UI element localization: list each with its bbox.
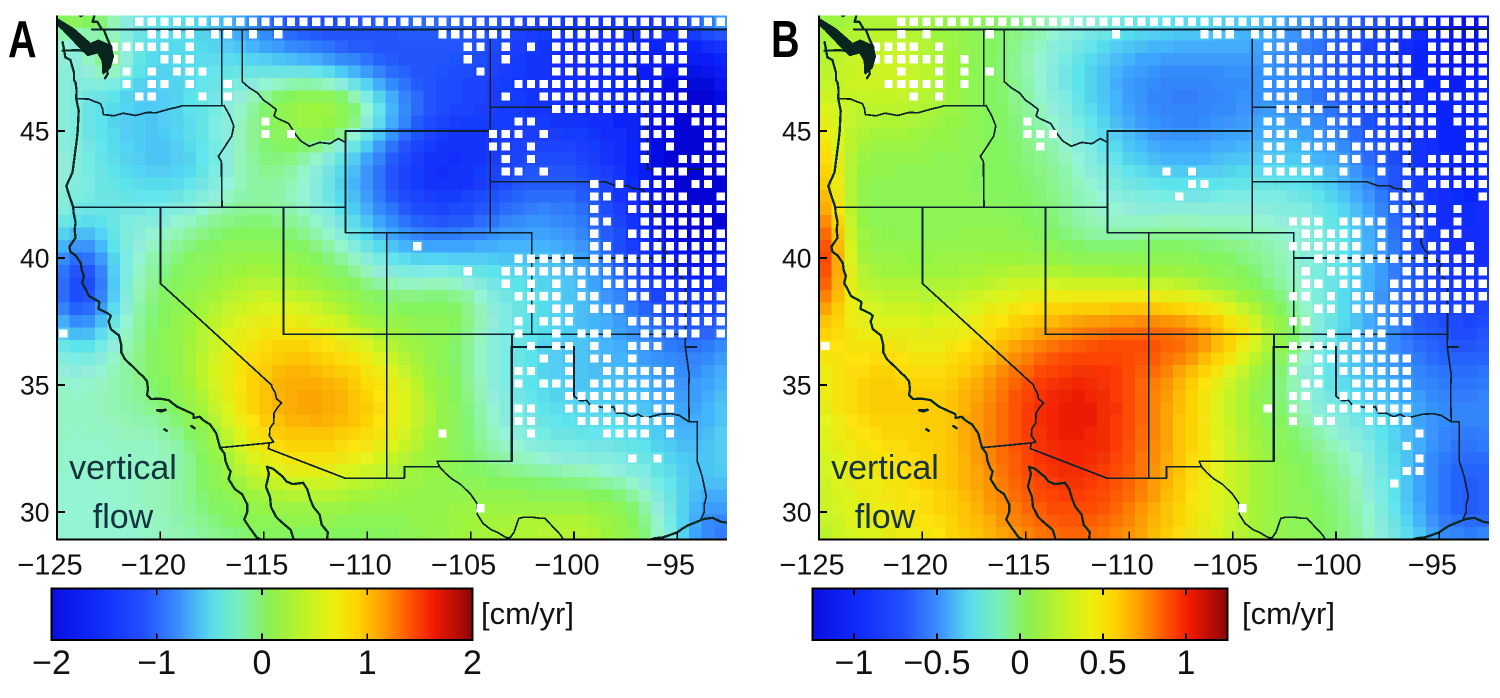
svg-text:2: 2 — [463, 644, 482, 682]
svg-text:flow: flow — [93, 498, 154, 536]
svg-text:−95: −95 — [1408, 550, 1457, 582]
svg-text:−115: −115 — [225, 550, 288, 582]
svg-text:[cm/yr]: [cm/yr] — [481, 596, 574, 631]
svg-text:−1: −1 — [137, 644, 176, 682]
svg-text:30: 30 — [782, 498, 811, 528]
svg-text:−125: −125 — [17, 550, 82, 582]
svg-text:−110: −110 — [329, 550, 392, 582]
svg-text:−95: −95 — [646, 550, 695, 582]
svg-text:−120: −120 — [121, 550, 186, 582]
svg-text:−1: −1 — [835, 644, 874, 682]
svg-text:−100: −100 — [534, 550, 599, 582]
svg-text:−105: −105 — [431, 550, 496, 582]
svg-text:−110: −110 — [1091, 550, 1154, 582]
svg-text:30: 30 — [20, 498, 49, 528]
svg-text:vertical: vertical — [831, 449, 939, 487]
svg-text:35: 35 — [782, 371, 811, 401]
svg-text:1: 1 — [1177, 644, 1196, 682]
svg-text:35: 35 — [20, 371, 49, 401]
svg-text:−105: −105 — [1193, 550, 1258, 582]
svg-text:−0.5: −0.5 — [903, 644, 970, 682]
svg-text:−100: −100 — [1296, 550, 1361, 582]
svg-text:40: 40 — [782, 244, 811, 274]
svg-text:flow: flow — [855, 498, 916, 536]
svg-text:A: A — [8, 10, 37, 69]
svg-text:−115: −115 — [987, 550, 1050, 582]
svg-text:0: 0 — [253, 644, 272, 682]
svg-text:40: 40 — [20, 244, 49, 274]
svg-text:45: 45 — [782, 117, 811, 147]
svg-text:1: 1 — [358, 644, 377, 682]
svg-text:−120: −120 — [883, 550, 948, 582]
svg-text:B: B — [771, 10, 800, 69]
svg-text:−125: −125 — [779, 550, 844, 582]
svg-text:0.5: 0.5 — [1079, 644, 1126, 682]
svg-text:[cm/yr]: [cm/yr] — [1242, 596, 1335, 631]
svg-text:vertical: vertical — [69, 449, 177, 487]
svg-text:−2: −2 — [32, 644, 71, 682]
svg-text:0: 0 — [1011, 644, 1030, 682]
svg-text:45: 45 — [20, 117, 49, 147]
